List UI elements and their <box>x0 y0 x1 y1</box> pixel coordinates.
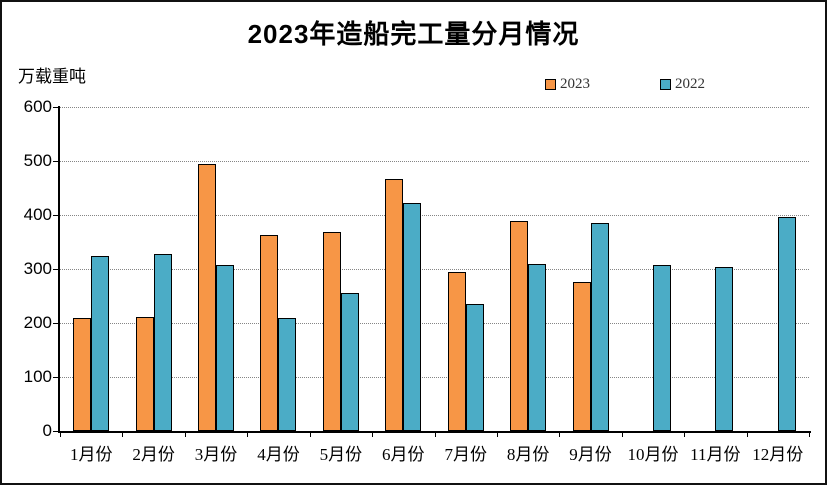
plot-area <box>60 107 809 431</box>
y-axis-tick-label: 500 <box>23 151 52 170</box>
bar-2022-11月份 <box>715 267 734 431</box>
y-axis-tick <box>53 215 58 216</box>
x-axis-tick <box>60 433 61 437</box>
x-axis-tick <box>309 433 311 437</box>
legend-label-2022: 2022 <box>675 76 705 92</box>
bar-2022-1月份 <box>91 255 110 431</box>
y-axis-tick <box>53 377 58 378</box>
y-axis-tick-label: 100 <box>23 367 52 386</box>
y-axis-tick-label: 600 <box>23 97 52 116</box>
x-axis-label: 12月份 <box>752 445 804 464</box>
bar-2022-4月份 <box>278 317 297 431</box>
y-axis-tick <box>53 161 58 162</box>
bar-2022-2月份 <box>153 254 172 431</box>
x-axis-label: 9月份 <box>569 445 612 464</box>
x-axis-tick <box>621 433 623 437</box>
bar-2023-6月份 <box>385 179 404 431</box>
gridline-600 <box>60 107 809 108</box>
bar-2023-2月份 <box>135 316 154 431</box>
gridline-100 <box>60 377 809 378</box>
x-axis-label: 2月份 <box>132 445 175 464</box>
y-axis-unit-label: 万载重吨 <box>18 67 86 86</box>
bar-2022-9月份 <box>590 222 609 431</box>
chart-title: 2023年造船完工量分月情况 <box>247 19 580 49</box>
x-axis-label: 5月份 <box>319 445 363 464</box>
bar-2023-1月份 <box>73 317 92 431</box>
bar-2023-4月份 <box>260 234 279 431</box>
x-axis-tick <box>809 433 810 437</box>
x-axis-label: 10月份 <box>627 445 679 464</box>
y-axis-tick-label: 200 <box>23 313 52 332</box>
bar-2023-9月份 <box>572 281 591 431</box>
bar-2023-8月份 <box>510 220 529 431</box>
legend: 2023 2022 <box>545 76 705 93</box>
x-axis-tick <box>372 433 374 437</box>
legend-item-2023: 2023 <box>545 76 590 93</box>
y-axis-tick-label: 400 <box>23 205 52 224</box>
y-axis-tick <box>53 107 58 108</box>
x-axis-tick <box>746 433 748 437</box>
y-axis-tick <box>53 269 58 270</box>
gridline-400 <box>60 215 809 216</box>
gridline-200 <box>60 323 809 324</box>
x-axis-tick <box>184 433 186 437</box>
bar-2022-10月份 <box>652 264 671 431</box>
bar-2023-7月份 <box>447 271 466 431</box>
gridline-500 <box>60 161 809 162</box>
legend-item-2022: 2022 <box>660 76 705 93</box>
x-axis-label: 11月份 <box>690 445 741 464</box>
bar-2022-3月份 <box>216 264 235 431</box>
x-axis-label: 7月份 <box>444 445 487 464</box>
x-axis-label: 1月份 <box>69 445 113 464</box>
bar-2022-5月份 <box>340 292 359 431</box>
y-axis-tick <box>53 323 58 324</box>
bar-2022-6月份 <box>403 203 422 431</box>
bar-2023-3月份 <box>198 163 217 431</box>
legend-swatch-2023-icon <box>545 79 556 90</box>
bar-2023-5月份 <box>322 232 341 431</box>
y-axis-tick-label: 300 <box>23 259 52 278</box>
bar-2022-7月份 <box>465 304 484 431</box>
y-axis-tick <box>53 431 58 432</box>
x-axis-tick <box>122 433 124 437</box>
legend-label-2023: 2023 <box>560 76 590 92</box>
bar-2022-8月份 <box>528 263 547 431</box>
x-axis-line <box>58 431 811 433</box>
bar-2022-12月份 <box>777 216 796 431</box>
x-axis-tick <box>559 433 561 437</box>
x-axis-label: 4月份 <box>257 445 300 464</box>
x-axis-tick <box>496 433 498 437</box>
y-axis-tick-label: 0 <box>42 421 52 440</box>
legend-swatch-2022-icon <box>660 79 671 90</box>
gridline-300 <box>60 269 809 270</box>
x-axis-tick <box>247 433 249 437</box>
x-axis-label: 3月份 <box>194 445 238 464</box>
x-axis-label: 8月份 <box>506 445 550 464</box>
x-axis-tick <box>684 433 686 437</box>
y-axis-line <box>58 106 60 433</box>
x-axis-label: 6月份 <box>382 445 425 464</box>
x-axis-tick <box>434 433 436 437</box>
